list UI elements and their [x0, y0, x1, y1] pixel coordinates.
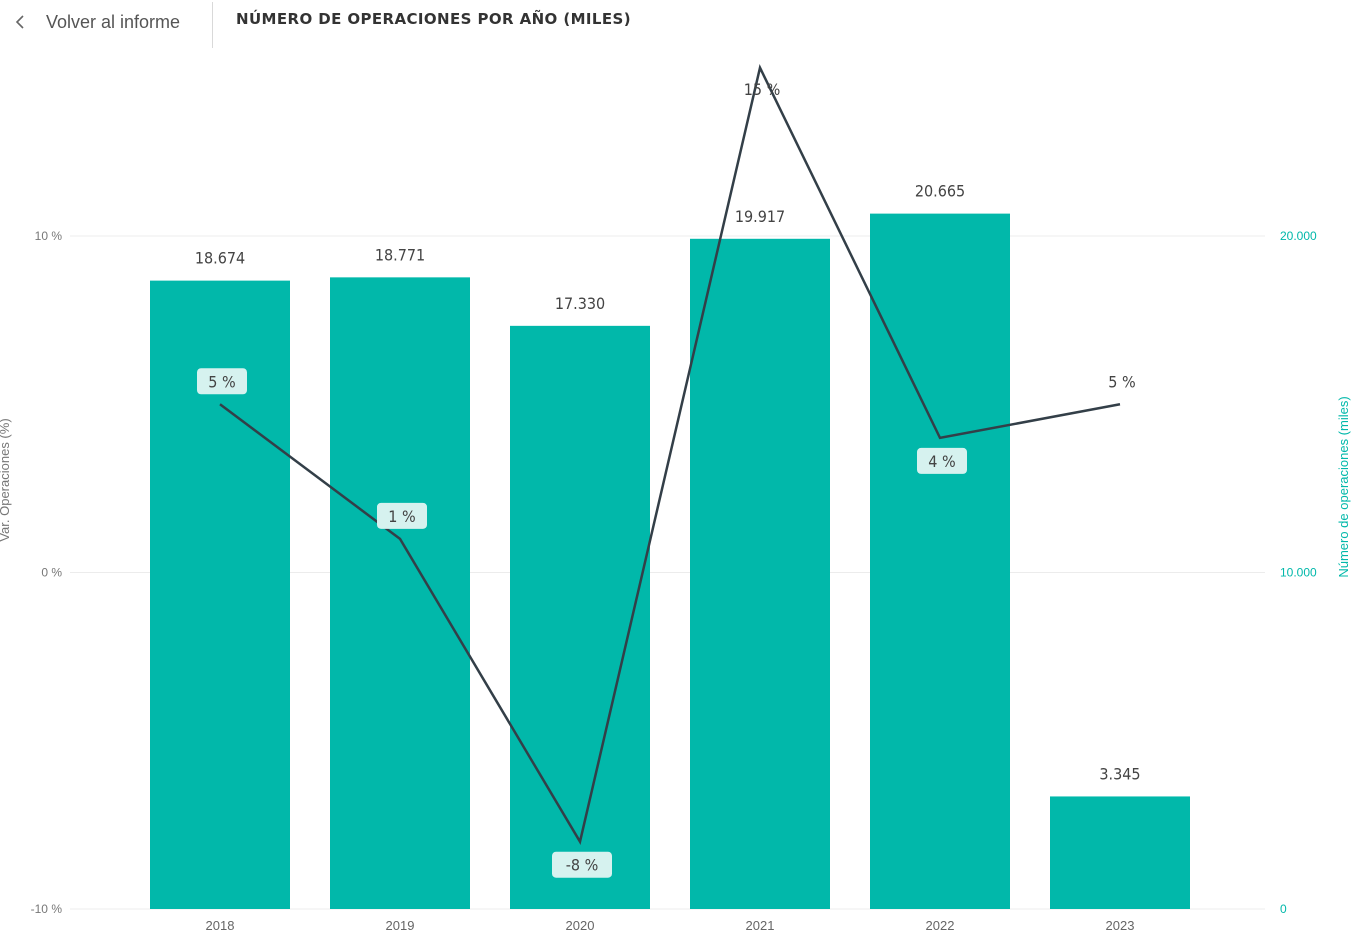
- right-axis-tick-label: 0: [1280, 902, 1287, 916]
- right-axis-tick-label: 20.000: [1280, 229, 1317, 243]
- left-axis-tick-label: 0 %: [41, 566, 62, 580]
- left-axis-title: Var. Operaciones (%): [0, 418, 12, 541]
- left-axis-tick-label: -10 %: [31, 902, 63, 916]
- bar: [330, 277, 470, 909]
- page-title: NÚMERO DE OPERACIONES POR AÑO (MILES): [236, 10, 631, 28]
- x-axis-category-label: 2020: [566, 918, 595, 931]
- line-series: [219, 64, 1121, 846]
- line-label-box: [197, 368, 247, 395]
- chevron-left-icon: [15, 15, 24, 29]
- bar-data-label: 17.330: [555, 294, 605, 313]
- bar-data-label: 3.345: [1099, 764, 1140, 783]
- bar-data-label: 20.665: [915, 182, 965, 201]
- line-data-label: 5 %: [208, 372, 235, 391]
- right-axis-title: Número de operaciones (miles): [1336, 396, 1351, 577]
- top-bar: Volver al informe NÚMERO DE OPERACIONES …: [0, 0, 1355, 48]
- bar: [690, 238, 830, 909]
- bar: [510, 325, 650, 910]
- right-axis-tick-label: 10.000: [1280, 566, 1317, 580]
- x-axis-category-label: 2022: [926, 918, 955, 931]
- line-label-box: [377, 502, 427, 529]
- bar-data-label: 18.771: [375, 245, 425, 264]
- line-data-label: -8 %: [566, 856, 599, 875]
- line-data-label: 15 %: [744, 80, 781, 99]
- bar-data-label: 19.917: [735, 207, 785, 226]
- x-axis-category-label: 2019: [386, 918, 415, 931]
- back-label: Volver al informe: [46, 11, 181, 32]
- line-label-box: [917, 447, 967, 474]
- x-axis-category-label: 2023: [1106, 918, 1135, 931]
- line-data-label: 4 %: [928, 452, 955, 471]
- line-data-label: 1 %: [388, 507, 415, 526]
- line-label-box: [552, 851, 612, 878]
- x-axis-category-label: 2018: [206, 918, 235, 931]
- bar: [1050, 796, 1190, 909]
- bar: [870, 213, 1010, 910]
- x-axis-category-label: 2021: [746, 918, 775, 931]
- back-to-report-button[interactable]: Volver al informe: [10, 8, 180, 36]
- left-axis-tick-label: 10 %: [35, 229, 63, 243]
- header-divider: [212, 2, 213, 48]
- line-data-label: 5 %: [1108, 372, 1135, 391]
- bar-data-label: 18.674: [195, 249, 245, 268]
